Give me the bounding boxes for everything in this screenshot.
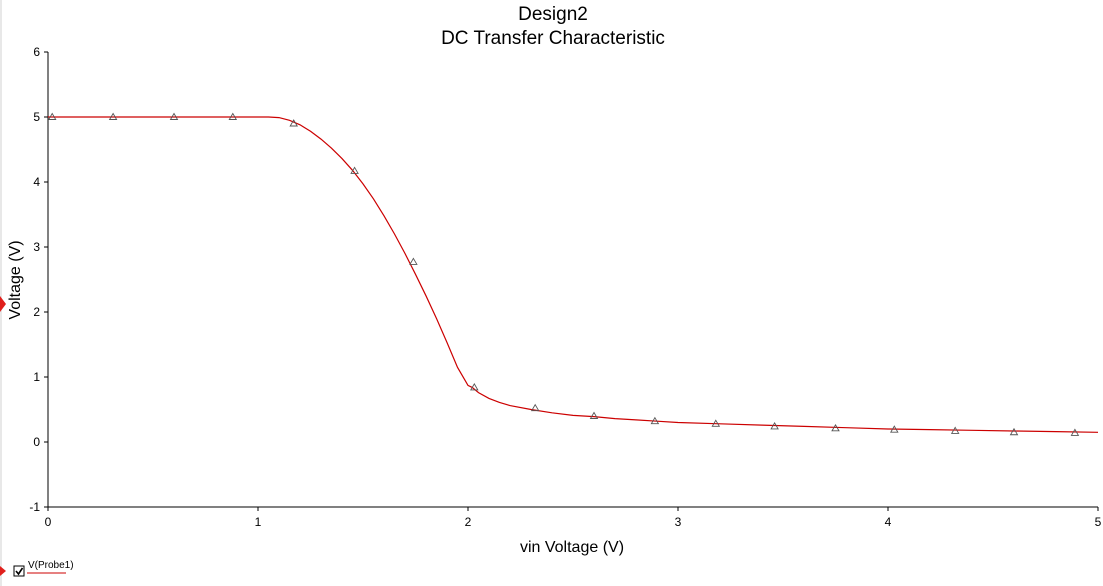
y-ticks: -1 0 1 2 3 4 5 6 bbox=[29, 45, 48, 514]
y-tick-label: 5 bbox=[33, 110, 40, 124]
data-point-marker bbox=[589, 411, 599, 419]
chart-title: Design2 bbox=[518, 4, 588, 25]
y-tick-label: 4 bbox=[33, 175, 40, 189]
y-tick-label: 0 bbox=[33, 435, 40, 449]
x-tick-label: 0 bbox=[45, 515, 52, 529]
y-tick-label: 6 bbox=[33, 45, 40, 59]
data-point-marker bbox=[289, 119, 298, 127]
y-tick-label: 2 bbox=[33, 305, 40, 319]
x-tick-label: 2 bbox=[465, 515, 472, 529]
chart-subtitle: DC Transfer Characteristic bbox=[441, 28, 665, 49]
y-axis-label: Voltage (V) bbox=[7, 240, 24, 319]
data-point-marker bbox=[409, 257, 418, 265]
legend-checkbox[interactable] bbox=[13, 565, 25, 577]
data-point-marker bbox=[470, 383, 479, 391]
data-point-marker bbox=[770, 422, 779, 430]
left-edge-strip bbox=[0, 0, 2, 586]
checkmark-icon bbox=[15, 567, 24, 576]
left-edge-marker[interactable] bbox=[0, 296, 6, 312]
data-point-marker bbox=[530, 403, 540, 412]
x-tick-label: 3 bbox=[675, 515, 682, 529]
data-point-marker bbox=[228, 112, 238, 120]
data-point-marker bbox=[350, 166, 359, 174]
x-tick-label: 4 bbox=[885, 515, 892, 529]
data-point-marker bbox=[108, 112, 118, 120]
x-tick-label: 1 bbox=[255, 515, 262, 529]
legend: V(Probe1) bbox=[0, 560, 74, 577]
data-point-marker bbox=[831, 423, 840, 432]
x-tick-label: 5 bbox=[1095, 515, 1102, 529]
legend-selection-marker bbox=[0, 566, 6, 576]
series-line bbox=[48, 116, 1099, 433]
data-point-marker bbox=[1070, 428, 1080, 436]
plot-area: -1 0 1 2 3 4 5 6 0 1 2 3 4 5 bbox=[29, 45, 1101, 529]
y-tick-label: 1 bbox=[33, 370, 40, 384]
data-point-marker bbox=[950, 426, 960, 434]
x-ticks: 0 1 2 3 4 5 bbox=[45, 507, 1102, 529]
data-point-marker bbox=[711, 419, 721, 427]
legend-label: V(Probe1) bbox=[28, 560, 74, 571]
data-point-marker bbox=[650, 416, 660, 425]
data-point-marker bbox=[1009, 427, 1019, 436]
data-point-marker bbox=[47, 112, 57, 120]
series-layer bbox=[47, 112, 1099, 436]
data-point-marker bbox=[169, 112, 179, 120]
y-tick-label: -1 bbox=[29, 500, 40, 514]
y-tick-label: 3 bbox=[33, 240, 40, 254]
data-point-marker bbox=[890, 425, 899, 433]
x-axis-label: vin Voltage (V) bbox=[520, 539, 624, 556]
